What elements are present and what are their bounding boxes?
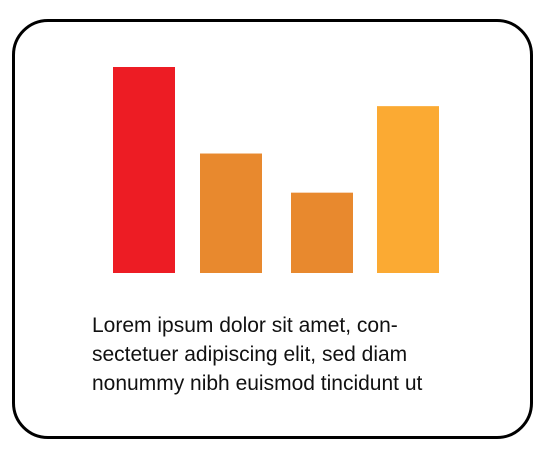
caption-line-2: sectetuer adipiscing elit, sed diam xyxy=(92,343,408,366)
bar-group xyxy=(113,67,439,273)
bar-2 xyxy=(200,153,262,273)
chart-caption: Lorem ipsum dolor sit amet, con- sectetu… xyxy=(92,311,512,398)
bar-4 xyxy=(377,106,439,273)
bar-1 xyxy=(113,67,175,273)
card-frame xyxy=(12,19,533,439)
caption-line-3: nonummy nibh euismod tincidunt ut xyxy=(92,372,423,395)
bar-3 xyxy=(291,192,353,273)
caption-line-1: Lorem ipsum dolor sit amet, con- xyxy=(92,314,398,337)
